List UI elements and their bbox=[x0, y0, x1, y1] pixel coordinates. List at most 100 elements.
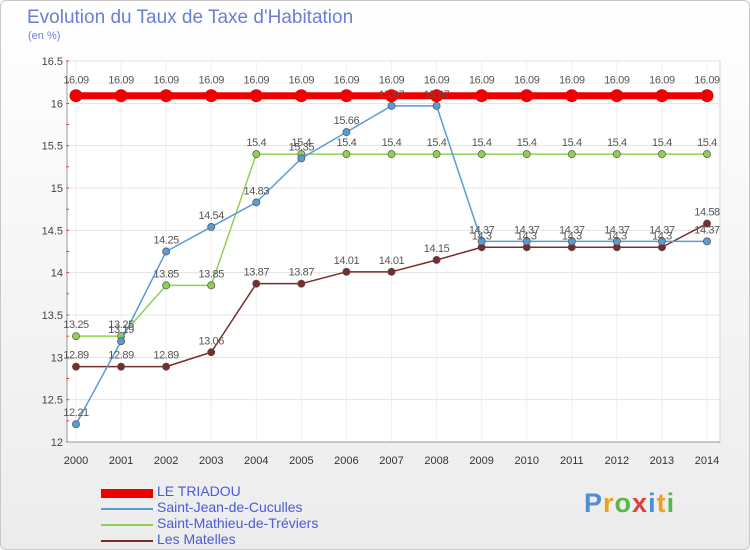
data-label: 14.15 bbox=[424, 243, 450, 255]
series-point-0 bbox=[700, 89, 714, 103]
series-point-3 bbox=[432, 256, 441, 264]
series-point-0 bbox=[294, 89, 308, 103]
series-point-2 bbox=[477, 150, 486, 159]
data-label: 15.66 bbox=[334, 115, 360, 127]
series-point-2 bbox=[703, 150, 711, 159]
data-label: 12.89 bbox=[153, 350, 179, 362]
series-point-1 bbox=[207, 222, 216, 231]
brand-letter: i bbox=[648, 488, 657, 518]
x-tick-label: 2007 bbox=[379, 455, 403, 467]
y-tick-label: 14 bbox=[51, 268, 63, 280]
data-label: 13.25 bbox=[108, 319, 134, 331]
legend-label: Saint-Mathieu-de-Tréviers bbox=[157, 515, 319, 531]
y-tick-label: 16.5 bbox=[42, 56, 63, 68]
brand-letter: o bbox=[614, 488, 633, 518]
x-tick-label: 2010 bbox=[514, 455, 538, 467]
data-label: 14.3 bbox=[652, 230, 672, 242]
data-label: 13.87 bbox=[289, 267, 315, 279]
series-point-3 bbox=[342, 267, 351, 276]
series-point-2 bbox=[162, 281, 171, 290]
series-point-2 bbox=[252, 150, 261, 159]
data-label: 12.21 bbox=[63, 407, 89, 419]
brand-letter: x bbox=[632, 488, 649, 518]
series-point-1 bbox=[612, 237, 621, 246]
series-point-2 bbox=[72, 332, 80, 341]
data-label: 16.09 bbox=[289, 75, 315, 87]
series-point-1 bbox=[72, 420, 80, 429]
y-tick-label: 13.5 bbox=[42, 310, 63, 322]
y-tick-label: 12 bbox=[51, 437, 63, 449]
data-label: 15.4 bbox=[607, 137, 627, 149]
data-label: 14.3 bbox=[562, 230, 582, 242]
data-label: 14.37 bbox=[604, 224, 630, 236]
data-label: 14.3 bbox=[607, 230, 627, 242]
data-label: 16.09 bbox=[649, 75, 675, 87]
data-label: 15.4 bbox=[246, 137, 266, 149]
series-point-0 bbox=[655, 89, 669, 103]
x-tick-label: 2012 bbox=[605, 455, 629, 467]
brand-letter: t bbox=[656, 488, 667, 518]
brand-logo: Proxiti bbox=[584, 488, 675, 519]
series-point-1 bbox=[657, 237, 666, 246]
data-label: 14.37 bbox=[559, 224, 585, 236]
data-label: 14.37 bbox=[469, 224, 495, 236]
series-point-3 bbox=[162, 362, 171, 371]
legend-label: Saint-Jean-de-Cuculles bbox=[157, 499, 303, 515]
series-point-0 bbox=[430, 89, 444, 103]
series-point-1 bbox=[703, 237, 711, 246]
data-label: 16.09 bbox=[469, 75, 495, 87]
data-label: 16.09 bbox=[334, 75, 360, 87]
x-tick-label: 2001 bbox=[109, 455, 133, 467]
series-point-3 bbox=[387, 267, 396, 276]
data-label: 13.85 bbox=[198, 268, 224, 280]
legend-swatch bbox=[101, 488, 153, 498]
series-point-1 bbox=[477, 237, 486, 246]
series-point-2 bbox=[567, 150, 576, 159]
y-tick-label: 14.5 bbox=[42, 225, 63, 237]
x-tick-label: 2009 bbox=[469, 455, 493, 467]
series-point-2 bbox=[387, 150, 396, 159]
y-tick-label: 15 bbox=[51, 183, 63, 195]
data-label: 16.09 bbox=[559, 75, 585, 87]
legend-swatch bbox=[101, 524, 153, 526]
data-label: 15.4 bbox=[472, 137, 492, 149]
series-point-3 bbox=[207, 348, 216, 357]
data-label: 14.37 bbox=[514, 224, 540, 236]
series-point-1 bbox=[522, 237, 531, 246]
series-point-2 bbox=[207, 281, 216, 290]
data-label: 14.54 bbox=[198, 210, 224, 222]
series-point-0 bbox=[249, 89, 263, 103]
data-label: 14.01 bbox=[379, 255, 405, 267]
chart-title: Evolution du Taux de Taxe d'Habitation bbox=[27, 7, 354, 28]
plot-area bbox=[66, 60, 721, 443]
data-label: 13.06 bbox=[198, 335, 224, 347]
brand-letter: r bbox=[603, 488, 615, 518]
brand-letter: P bbox=[584, 488, 604, 518]
series-point-2 bbox=[657, 150, 666, 159]
data-label: 15.4 bbox=[427, 137, 447, 149]
data-label: 16.09 bbox=[63, 75, 89, 87]
data-label: 13.85 bbox=[153, 268, 179, 280]
data-label: 15.4 bbox=[337, 137, 357, 149]
data-label: 15.4 bbox=[382, 137, 402, 149]
x-tick-label: 2003 bbox=[199, 455, 223, 467]
series-point-1 bbox=[297, 154, 306, 163]
series-point-3 bbox=[252, 279, 261, 288]
data-label: 13.25 bbox=[63, 319, 89, 331]
data-label: 14.37 bbox=[649, 224, 675, 236]
x-tick-label: 2005 bbox=[289, 455, 313, 467]
legend-label: Les Matelles bbox=[157, 531, 236, 547]
data-label: 15.97 bbox=[379, 89, 405, 101]
series-point-0 bbox=[565, 89, 579, 103]
data-label: 15.4 bbox=[562, 137, 582, 149]
series-point-1 bbox=[162, 247, 171, 256]
legend-label: LE TRIADOU bbox=[157, 483, 241, 499]
series-point-0 bbox=[69, 89, 83, 103]
series-point-1 bbox=[432, 101, 441, 110]
data-label: 12.89 bbox=[63, 350, 89, 362]
data-label: 16.09 bbox=[153, 75, 179, 87]
series-point-1 bbox=[342, 128, 351, 137]
data-label: 14.37 bbox=[694, 224, 720, 236]
